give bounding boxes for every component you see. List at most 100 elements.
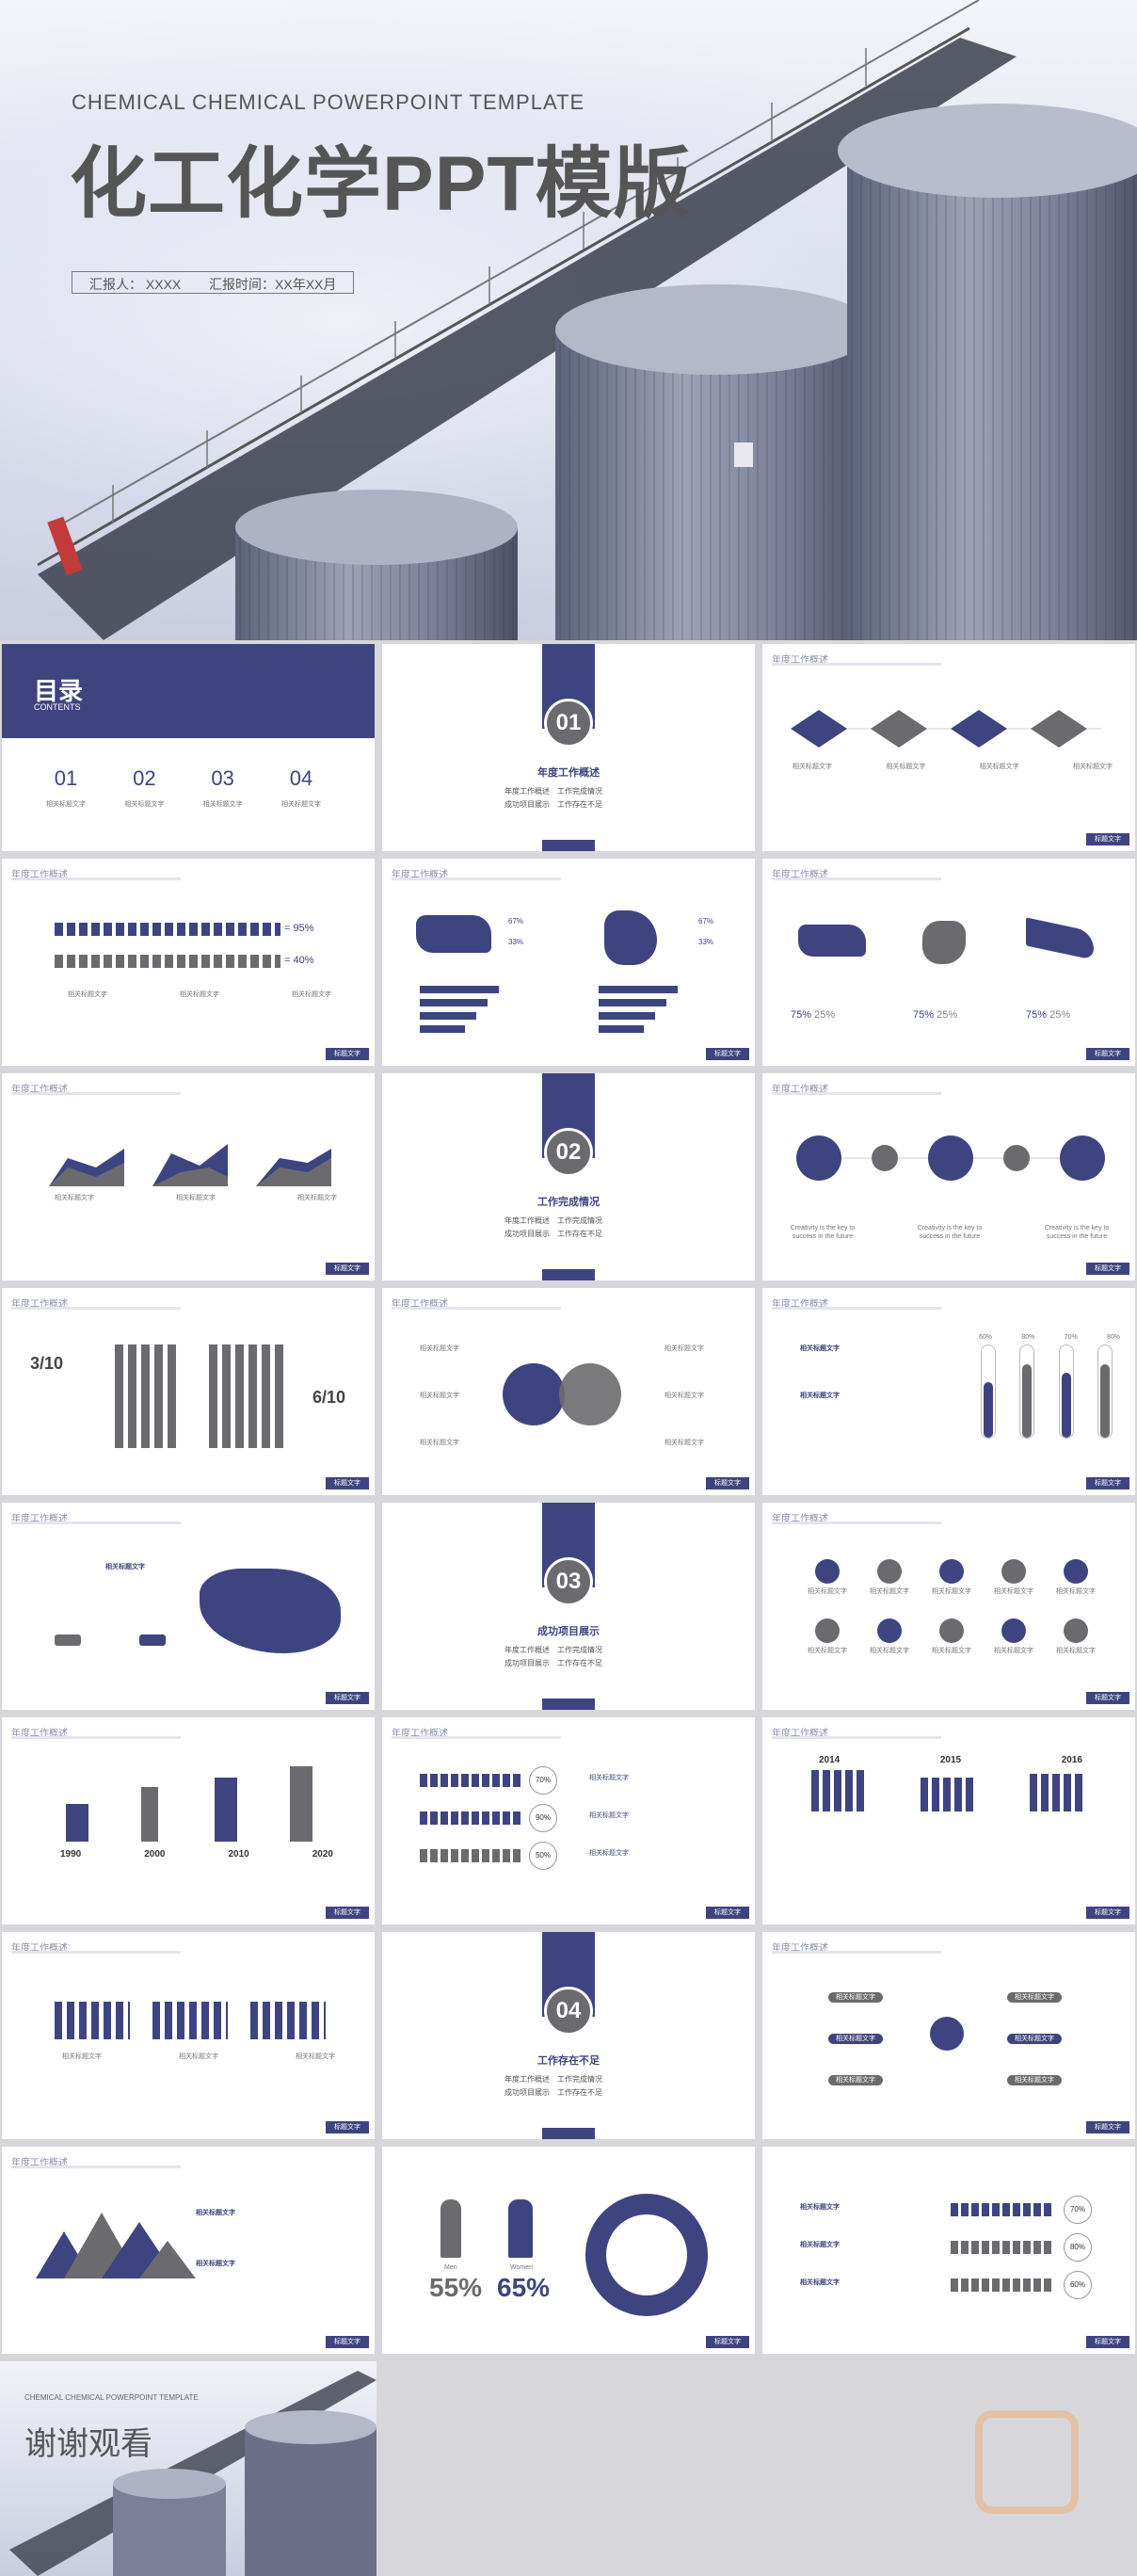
year-headers: 2014 2015 2016	[819, 1755, 1082, 1765]
section-list: 年度工作概述 工作完成情况 成功项目展示 工作存在不足	[504, 1646, 602, 1667]
women-pct: 65%	[497, 2273, 551, 2302]
building-2010	[215, 1778, 237, 1842]
gender-stat-3: 75% 25%	[1026, 1009, 1071, 1021]
section-slide-02[interactable]: 02 工作完成情况 年度工作概述 工作完成情况 成功项目展示 工作存在不足	[382, 1073, 755, 1280]
corner-tag: 标题文字	[1086, 1263, 1129, 1275]
toc-item[interactable]: 04 相关标题文字	[280, 766, 321, 808]
building-2000	[141, 1787, 158, 1842]
section-number: 03	[544, 1557, 593, 1606]
creativity-labels: Creativity is the key to success in the …	[790, 1225, 1110, 1240]
corner-tag: 标题文字	[1086, 1048, 1129, 1060]
people-percent-slide[interactable]: 年度工作概述 = 95% = 40% 相关标题文字 相关标题文字 相关标题文字 标题…	[2, 859, 375, 1066]
watermark-logo	[975, 2410, 1079, 2514]
icon-grid: 相关标题文字 相关标题文字 相关标题文字 相关标题文字 相关标题文字 相关标题文…	[796, 1559, 1107, 1655]
corner-tag: 标题文字	[1086, 2121, 1129, 2133]
section-slide-04[interactable]: 04 工作存在不足 年度工作概述 工作完成情况 成功项目展示 工作存在不足	[382, 1932, 755, 2139]
building-2020	[290, 1766, 312, 1842]
building-1990	[66, 1804, 88, 1842]
cover-subtitle: CHEMICAL CHEMICAL POWERPOINT TEMPLATE	[72, 90, 585, 114]
usa-map	[416, 915, 491, 953]
gender-stat-2: 75% 25%	[913, 1009, 958, 1021]
slide-header: 年度工作概述	[11, 1299, 68, 1310]
corner-tag: 标题文字	[706, 1048, 749, 1060]
section-foot-bar	[542, 1699, 595, 1710]
corner-tag: 标题文字	[326, 1263, 369, 1275]
slide-header: 年度工作概述	[772, 1085, 828, 1095]
section-list: 年度工作概述 工作完成情况 成功项目展示 工作存在不足	[504, 2075, 602, 2097]
buildings-timeline-slide[interactable]: 年度工作概述 1990 2000 2010 2020 标题文字	[2, 1717, 375, 1924]
slide-header: 年度工作概述	[11, 2158, 68, 2168]
icon-circles-slide[interactable]: 年度工作概述 Creativity is the key to success …	[762, 1073, 1135, 1280]
slide-header: 年度工作概述	[772, 870, 828, 880]
corner-tag: 标题文字	[326, 1692, 369, 1704]
section-slide-03[interactable]: 03 成功项目展示 年度工作概述 工作完成情况 成功项目展示 工作存在不足	[382, 1503, 755, 1710]
people-row-1	[55, 923, 280, 936]
corner-tag: 标题文字	[1086, 1907, 1129, 1919]
mini-area-charts	[49, 1144, 331, 1186]
people-pyramid-left	[115, 1344, 181, 1448]
map-bars-slide[interactable]: 年度工作概述 67% 33% 67% 33% 标题文字	[382, 859, 755, 1066]
section-foot-bar	[542, 1269, 595, 1280]
slide-header: 年度工作概述	[772, 1299, 828, 1310]
corner-tag: 标题文字	[706, 1907, 749, 1919]
men-pct: 55%	[429, 2273, 483, 2302]
germany-map	[922, 921, 966, 964]
female-circle	[559, 1363, 621, 1425]
cover-title: 化工化学PPT模版	[70, 141, 692, 227]
bar-list-right	[599, 986, 712, 1033]
cover-info-box: 汇报人： XXXX 汇报时间：XX年XX月	[72, 271, 354, 294]
male-circle	[503, 1363, 565, 1425]
gender-stat-1: 75% 25%	[791, 1009, 836, 1021]
toc-title: 目录	[34, 677, 84, 705]
slide-header: 年度工作概述	[392, 1299, 448, 1310]
slide-header: 年度工作概述	[11, 1729, 68, 1739]
diamond-process	[791, 710, 1101, 748]
men-label: Men	[444, 2264, 457, 2271]
toc-items: 01 相关标题文字 02 相关标题文字 03 相关标题文字 04 相关标题文字	[28, 766, 339, 809]
people-labels: 相关标题文字 相关标题文字 相关标题文字	[68, 991, 331, 998]
toc-item[interactable]: 03 相关标题文字	[202, 766, 243, 808]
bar-charts-slide[interactable]: 年度工作概述 相关标题文字 相关标题文字 相关标题文字 标题文字	[2, 1932, 375, 2139]
fraction-slide[interactable]: 年度工作概述 3/10 6/10 标题文字	[2, 1288, 375, 1495]
year-bars-slide[interactable]: 年度工作概述 2014 2015 2016 标题文字	[762, 1717, 1135, 1924]
section-slide-01[interactable]: 01 年度工作概述 年度工作概述 工作完成情况 成功项目展示 工作存在不足	[382, 644, 755, 851]
people-circles-slide-2[interactable]: 相关标题文字 相关标题文字 相关标题文字 70% 80% 60% 标题文字	[762, 2147, 1135, 2354]
corner-tag: 标题文字	[1086, 1477, 1129, 1489]
cover-slide[interactable]: CHEMICAL CHEMICAL POWERPOINT TEMPLATE 化工…	[0, 0, 1137, 640]
toc-item[interactable]: 01 相关标题文字	[46, 766, 86, 808]
man-icon	[440, 2199, 461, 2258]
women-label: Women	[510, 2264, 533, 2271]
corner-tag: 标题文字	[326, 2121, 369, 2133]
section-number: 04	[544, 1987, 593, 2036]
people-circles-slide[interactable]: 年度工作概述 70% 90% 50% 相关标题文字 相关标题文字 相关标题文字 …	[382, 1717, 755, 1924]
toc-item[interactable]: 02 相关标题文字	[124, 766, 165, 808]
section-list: 年度工作概述 工作完成情况 成功项目展示 工作存在不足	[504, 787, 602, 809]
gear-icon	[930, 2017, 964, 2051]
thermometer-slide[interactable]: 年度工作概述 相关标题文字 相关标题文字 60% 80% 70% 80% 标题文字	[762, 1288, 1135, 1495]
slide-header: 年度工作概述	[392, 1729, 448, 1739]
toc-banner	[2, 644, 375, 738]
slide-header: 年度工作概述	[11, 1085, 68, 1095]
thanks-title: 谢谢观看	[24, 2426, 152, 2462]
thanks-slide[interactable]: CHEMICAL CHEMICAL POWERPOINT TEMPLATE 谢谢…	[0, 2361, 376, 2576]
section-foot-bar	[542, 840, 595, 851]
toc-slide[interactable]: 目录 CONTENTS 01 相关标题文字 02 相关标题文字 03 相关标题文字 0…	[2, 644, 375, 851]
icon-grid-slide[interactable]: 年度工作概述 相关标题文字 相关标题文字 相关标题文字 相关标题文字 相关标题文…	[762, 1503, 1135, 1710]
process-slide[interactable]: 年度工作概述 相关标题文字 相关标题文字 相关标题文字 相关标题文字 标题文字	[762, 644, 1135, 851]
men-women-slide[interactable]: Men Women 55% 65% 标题文字	[382, 2147, 755, 2354]
gender-hub-slide[interactable]: 年度工作概述 相关标题文字 相关标题文字 相关标题文字 相关标题文字 相关标题文…	[382, 1288, 755, 1495]
slide-header: 年度工作概述	[772, 1514, 828, 1524]
fraction-left: 3/10	[30, 1354, 64, 1373]
gear-hub-slide[interactable]: 年度工作概述 相关标题文字 相关标题文字 相关标题文字 相关标题文字 相关标题文…	[762, 1932, 1135, 2139]
slide-header: 年度工作概述	[11, 870, 68, 880]
corner-tag: 标题文字	[1086, 1692, 1129, 1704]
brazil-map	[604, 910, 657, 965]
area-charts-slide[interactable]: 年度工作概述 相关标题文字 相关标题文字 相关标题文字 标题文字	[2, 1073, 375, 1280]
donut-ring	[585, 2194, 708, 2316]
mountain-chart-slide[interactable]: 年度工作概述 相关标题文字 相关标题文字 标题文字	[2, 2147, 375, 2354]
thermometers	[981, 1344, 1113, 1439]
canada-map-slide[interactable]: 年度工作概述 相关标题文字 标题文字	[2, 1503, 375, 1710]
three-maps-slide[interactable]: 年度工作概述 75% 25% 75% 25% 75% 25% 标题文字	[762, 859, 1135, 1066]
section-foot-bar	[542, 2128, 595, 2139]
